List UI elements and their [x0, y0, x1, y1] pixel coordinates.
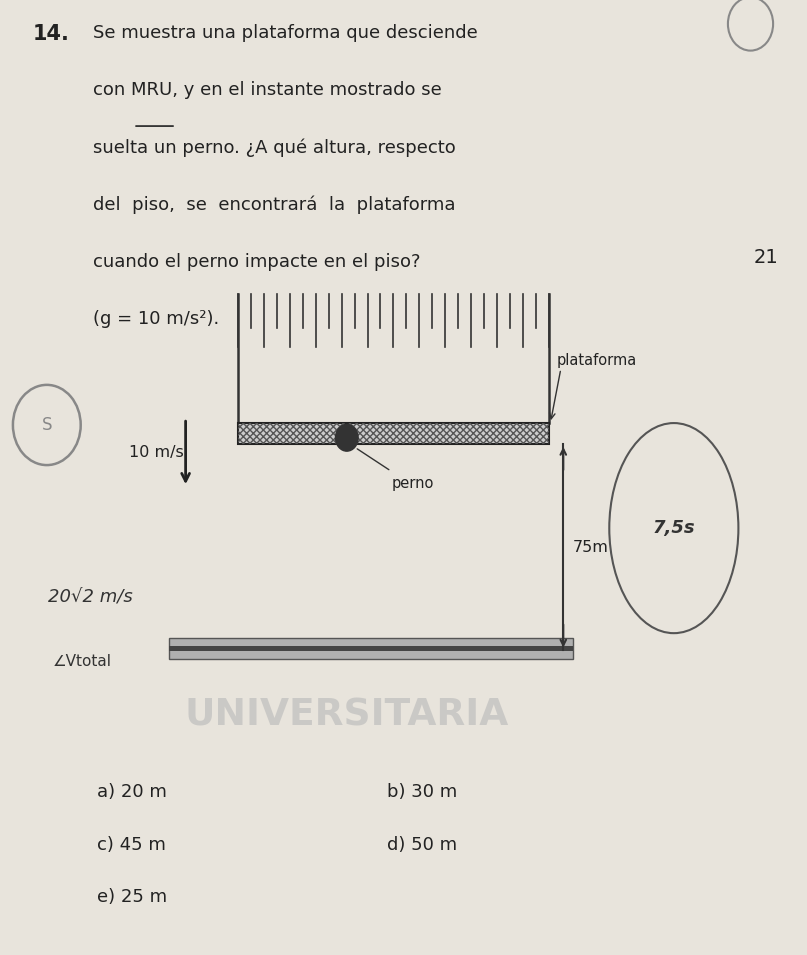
Bar: [169, 646, 573, 651]
Text: 21: 21: [754, 248, 779, 267]
Text: UNIVERSITARIA: UNIVERSITARIA: [185, 697, 509, 733]
Text: b) 30 m: b) 30 m: [387, 783, 458, 801]
Text: del  piso,  se  encontrará  la  plataforma: del piso, se encontrará la plataforma: [93, 196, 455, 214]
Text: e) 25 m: e) 25 m: [97, 888, 167, 906]
Bar: [238, 423, 549, 444]
Text: ∠Vtotal: ∠Vtotal: [52, 654, 111, 669]
Bar: [238, 423, 549, 444]
Text: 20√2 m/s: 20√2 m/s: [48, 588, 133, 606]
Text: cuando el perno impacte en el piso?: cuando el perno impacte en el piso?: [93, 253, 420, 271]
Text: con MRU, y en el instante mostrado se: con MRU, y en el instante mostrado se: [93, 81, 441, 99]
Text: 14.: 14.: [32, 24, 69, 44]
Bar: [169, 638, 573, 659]
Text: (g = 10 m/s²).: (g = 10 m/s²).: [93, 310, 219, 329]
Text: S: S: [41, 416, 52, 434]
Text: plataforma: plataforma: [557, 353, 637, 369]
Text: c) 45 m: c) 45 m: [97, 836, 165, 854]
Text: 10 m/s: 10 m/s: [129, 445, 184, 460]
Text: d) 50 m: d) 50 m: [387, 836, 458, 854]
Text: 75m: 75m: [573, 540, 608, 555]
Text: Se muestra una plataforma que desciende: Se muestra una plataforma que desciende: [93, 24, 478, 42]
Text: 7,5s: 7,5s: [653, 520, 695, 537]
Text: suelta un perno. ¿A qué altura, respecto: suelta un perno. ¿A qué altura, respecto: [93, 138, 456, 157]
Text: a) 20 m: a) 20 m: [97, 783, 167, 801]
Text: perno: perno: [391, 476, 433, 491]
Circle shape: [336, 424, 358, 451]
